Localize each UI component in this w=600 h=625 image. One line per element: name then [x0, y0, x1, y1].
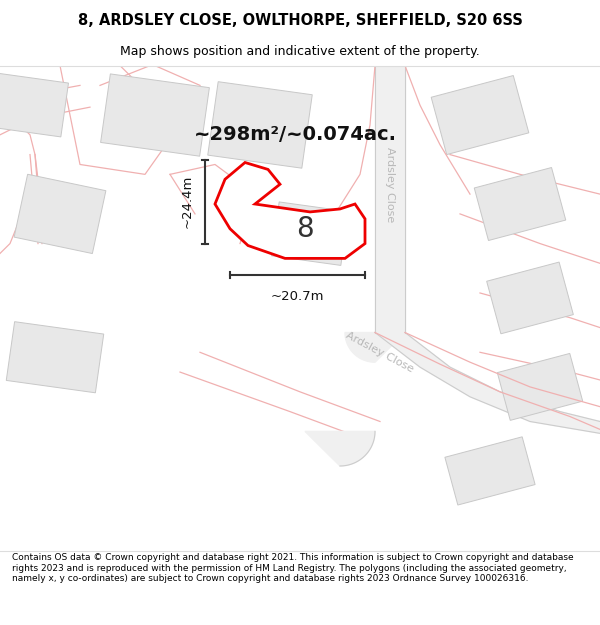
Polygon shape — [474, 168, 566, 241]
Polygon shape — [487, 262, 574, 334]
Text: 8: 8 — [296, 215, 314, 242]
Polygon shape — [272, 202, 349, 266]
Text: Contains OS data © Crown copyright and database right 2021. This information is : Contains OS data © Crown copyright and d… — [12, 553, 574, 583]
Text: ~20.7m: ~20.7m — [271, 291, 324, 304]
Text: ~24.4m: ~24.4m — [181, 175, 193, 228]
Polygon shape — [208, 82, 312, 168]
Polygon shape — [101, 74, 209, 156]
Polygon shape — [14, 174, 106, 254]
Polygon shape — [431, 76, 529, 154]
Text: 8, ARDSLEY CLOSE, OWLTHORPE, SHEFFIELD, S20 6SS: 8, ARDSLEY CLOSE, OWLTHORPE, SHEFFIELD, … — [77, 13, 523, 28]
Text: Map shows position and indicative extent of the property.: Map shows position and indicative extent… — [120, 46, 480, 58]
Polygon shape — [445, 437, 535, 505]
Polygon shape — [375, 332, 600, 433]
Polygon shape — [0, 73, 68, 137]
Text: Ardsley Close: Ardsley Close — [385, 147, 395, 222]
Polygon shape — [497, 353, 583, 421]
Polygon shape — [345, 332, 405, 362]
Polygon shape — [305, 431, 375, 466]
Polygon shape — [215, 162, 365, 258]
Text: ~298m²/~0.074ac.: ~298m²/~0.074ac. — [193, 126, 397, 144]
Polygon shape — [6, 322, 104, 392]
Text: Ardsley Close: Ardsley Close — [344, 330, 416, 374]
